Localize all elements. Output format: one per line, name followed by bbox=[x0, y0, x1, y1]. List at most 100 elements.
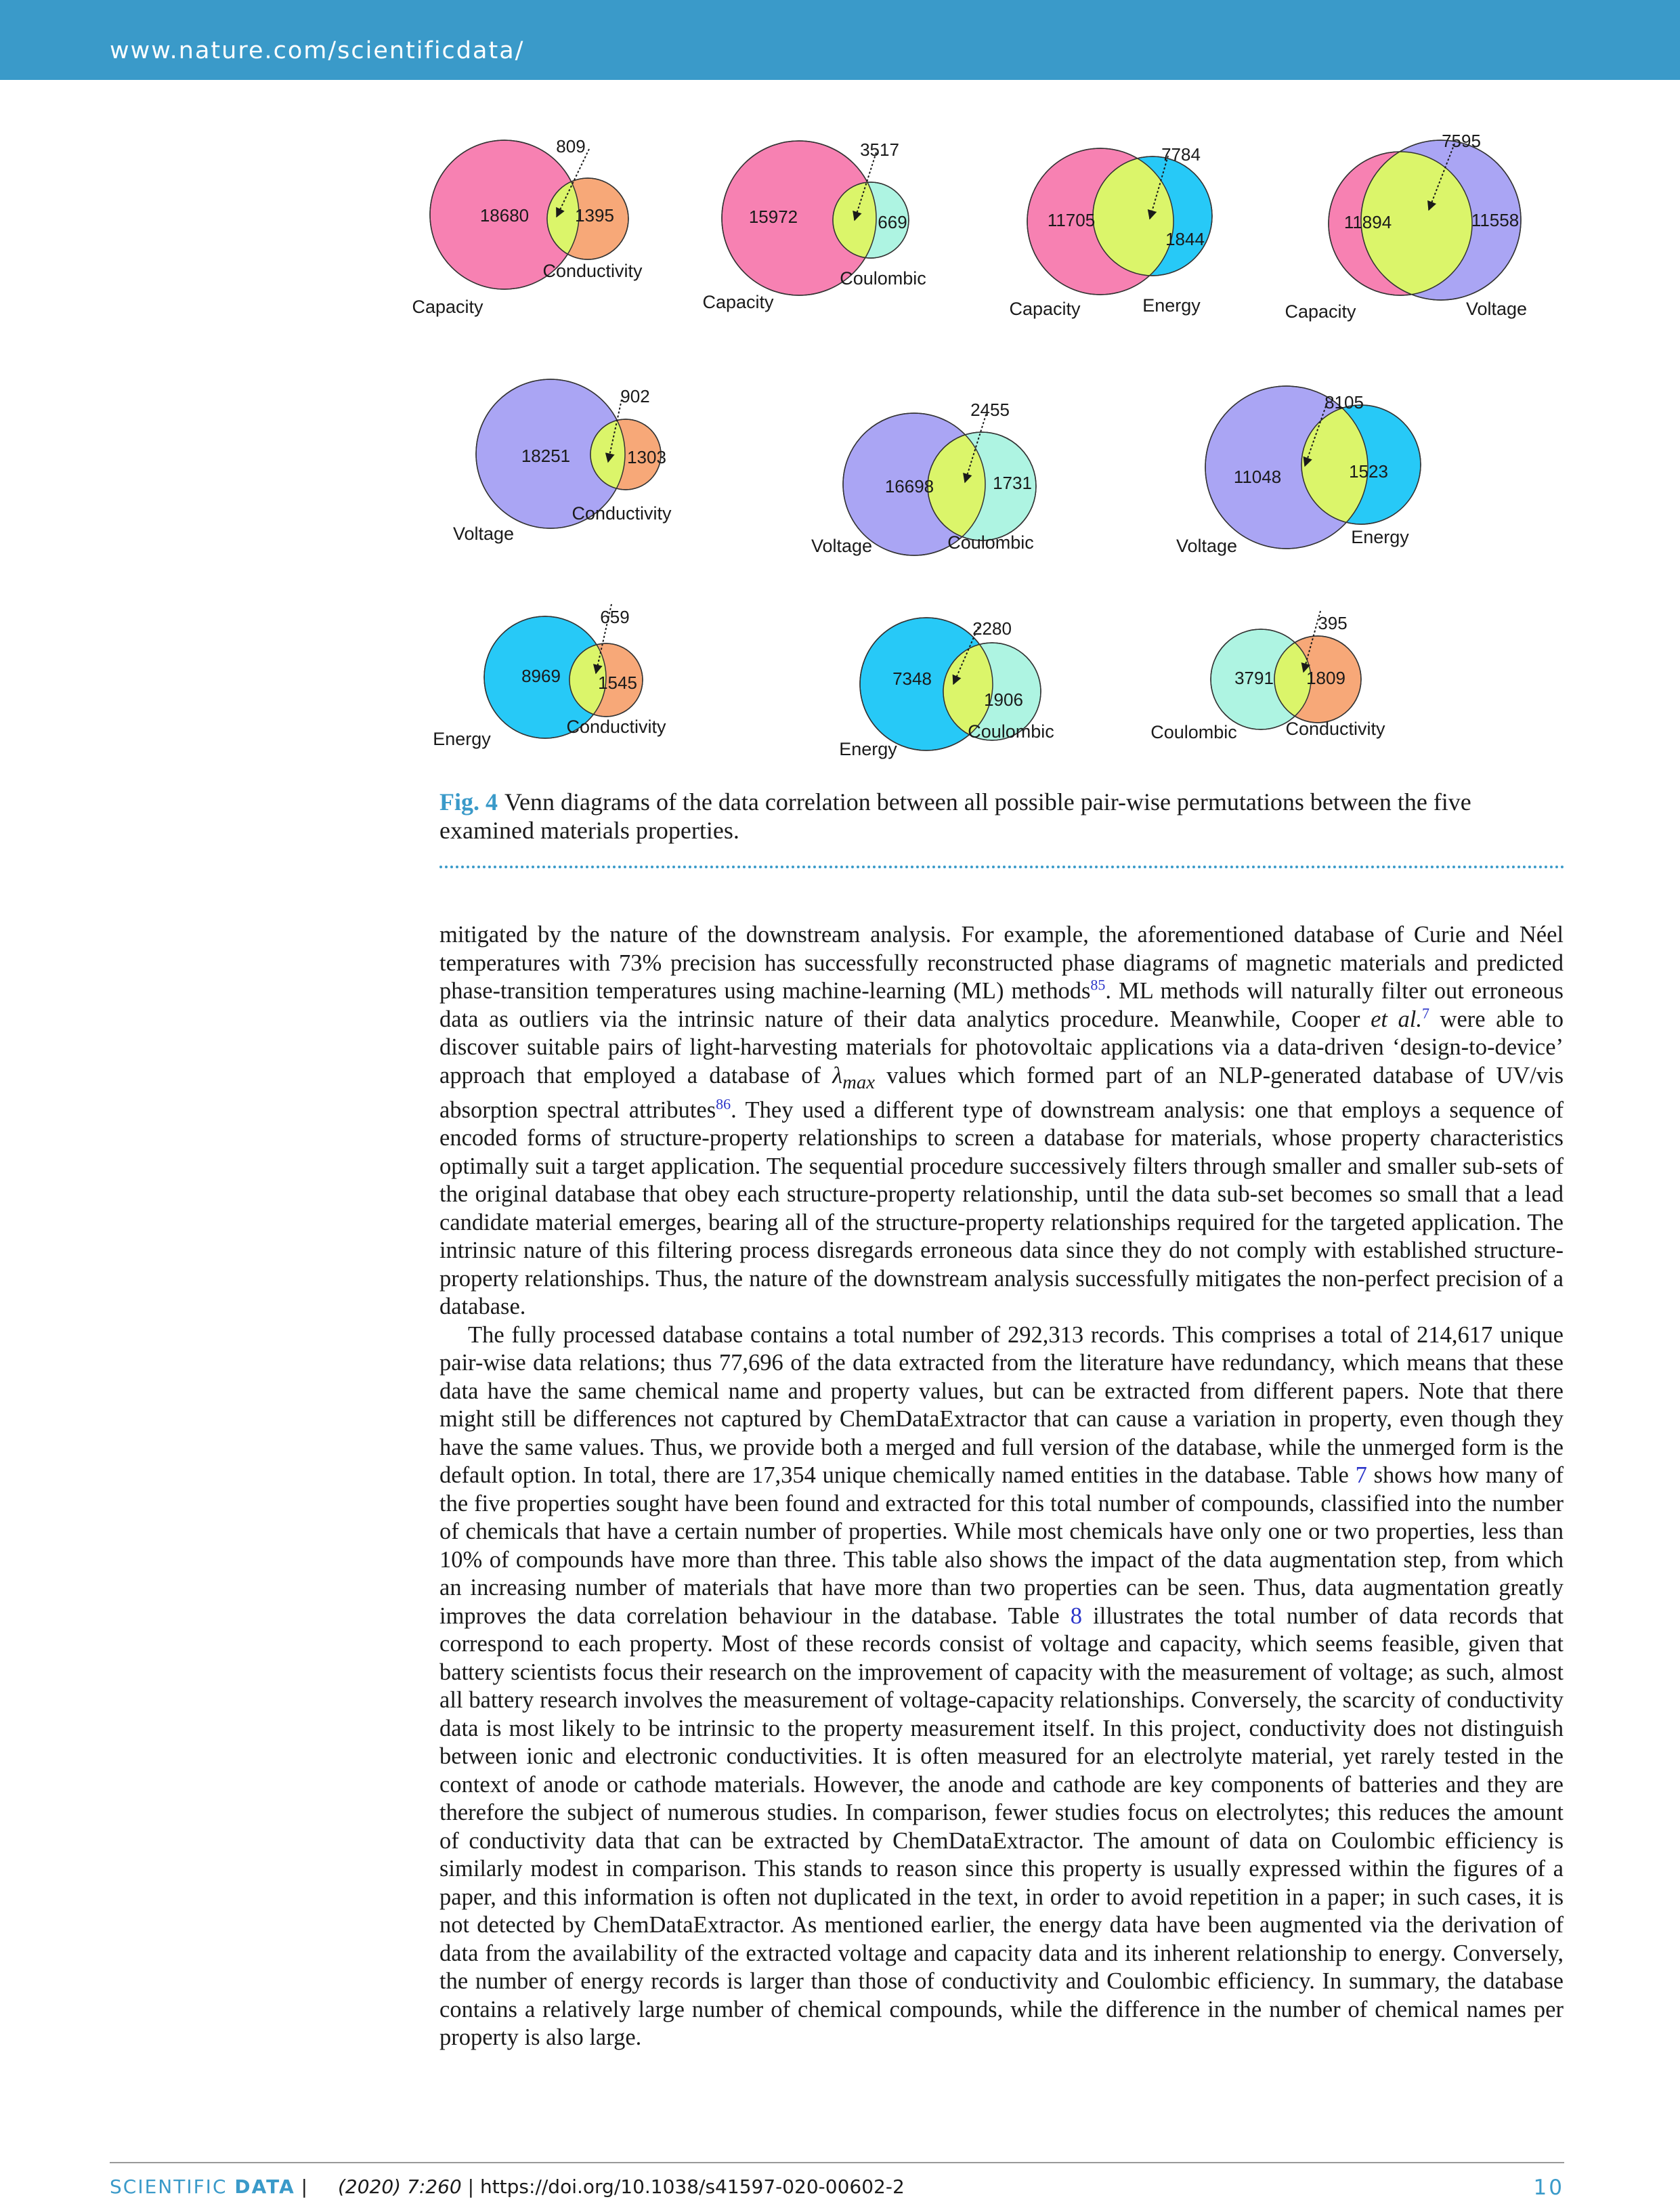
venn-diagram: 18680 1395 809 Capacity Conductivity bbox=[412, 136, 643, 317]
left-only-count: 15972 bbox=[749, 207, 798, 227]
venn-diagram: 18251 1303 902 Voltage Conductivity bbox=[453, 379, 672, 544]
right-set-label: Conductivity bbox=[572, 503, 672, 524]
paragraph-text: values which formed part of an NLP-gener… bbox=[439, 1062, 1564, 1123]
overlap-count: 2455 bbox=[970, 400, 1010, 420]
left-only-count: 11894 bbox=[1344, 212, 1392, 232]
overlap-arrow bbox=[556, 148, 590, 218]
figure-label: Fig. 4 bbox=[439, 788, 498, 815]
venn-left-outline bbox=[483, 616, 607, 739]
journal-name: SCIENTIFIC DATA bbox=[110, 2175, 295, 2198]
page-footer: SCIENTIFIC DATA | (2020) 7:260 | https:/… bbox=[110, 2175, 1564, 2203]
citation-text: (2020) 7:260 bbox=[338, 2175, 462, 2198]
journal-url-link[interactable]: www.nature.com/scientificdata/ bbox=[110, 37, 525, 64]
footer-separator: | bbox=[301, 2175, 308, 2198]
venn-right-outline bbox=[1360, 140, 1522, 301]
paragraph-text: . They used a different type of downstre… bbox=[439, 1097, 1564, 1320]
left-only-count: 11048 bbox=[1234, 467, 1281, 487]
left-only-count: 7348 bbox=[892, 668, 932, 689]
right-set-label: Coulombic bbox=[947, 532, 1034, 553]
venn-right-outline bbox=[546, 177, 629, 260]
journal-name-bold: DATA bbox=[234, 2175, 295, 2198]
venn-overlap-region bbox=[1274, 636, 1311, 723]
venn-right-outline bbox=[832, 182, 909, 259]
article-body: mitigated by the nature of the downstrea… bbox=[439, 921, 1564, 2052]
right-set-label: Voltage bbox=[1466, 299, 1527, 319]
left-set-label: Voltage bbox=[453, 524, 514, 544]
overlap-count: 3517 bbox=[860, 140, 899, 160]
right-set-label: Conductivity bbox=[1285, 719, 1385, 739]
left-only-count: 3791 bbox=[1234, 668, 1274, 688]
left-only-count: 16698 bbox=[885, 476, 934, 496]
left-only-count: 18251 bbox=[521, 446, 570, 466]
overlap-arrow bbox=[605, 399, 622, 463]
venn-overlap-region bbox=[1093, 156, 1173, 276]
left-set-label: Coulombic bbox=[1150, 722, 1237, 742]
right-only-count: 1844 bbox=[1165, 229, 1205, 249]
venn-diagram: 11048 1523 8105 Voltage Energy bbox=[1176, 385, 1421, 556]
overlap-count: 7784 bbox=[1161, 144, 1201, 165]
venn-left-outline bbox=[1205, 385, 1369, 549]
venn-right-outline bbox=[1274, 635, 1362, 723]
reference-link[interactable]: 85 bbox=[1090, 976, 1106, 994]
table-link[interactable]: 8 bbox=[1070, 1602, 1083, 1629]
right-only-count: 1523 bbox=[1349, 461, 1388, 482]
venn-left-outline bbox=[475, 379, 626, 529]
venn-diagram: 11705 1844 7784 Capacity Energy bbox=[1009, 144, 1213, 319]
venn-diagram: 3791 1809 395 Coulombic Conductivity bbox=[1150, 610, 1385, 742]
venn-left-outline bbox=[859, 617, 993, 751]
venn-overlap-region bbox=[928, 432, 985, 540]
right-set-label: Coulombic bbox=[968, 721, 1054, 742]
footer-rule bbox=[110, 2162, 1564, 2163]
paragraph-1: mitigated by the nature of the downstrea… bbox=[439, 921, 1564, 1321]
venn-left-outline bbox=[721, 140, 877, 296]
left-set-label: Energy bbox=[433, 729, 491, 749]
right-set-label: Conductivity bbox=[542, 261, 643, 281]
venn-left-outline bbox=[1027, 148, 1174, 295]
left-set-label: Capacity bbox=[412, 297, 483, 317]
journal-name-light: SCIENTIFIC bbox=[110, 2175, 228, 2198]
right-set-label: Coulombic bbox=[840, 268, 926, 289]
right-only-count: 1731 bbox=[993, 473, 1032, 493]
right-only-count: 1545 bbox=[598, 673, 637, 693]
overlap-arrow bbox=[1147, 155, 1169, 220]
overlap-count: 8105 bbox=[1324, 392, 1364, 412]
overlap-count: 902 bbox=[620, 386, 649, 406]
figure-caption: Fig. 4 Venn diagrams of the data correlat… bbox=[439, 788, 1564, 845]
paragraph-text: shows how many of the five properties so… bbox=[439, 1462, 1564, 1629]
overlap-arrow bbox=[1303, 402, 1328, 467]
doi-link[interactable]: | https://doi.org/10.1038/s41597-020-006… bbox=[467, 2175, 905, 2198]
left-set-label: Voltage bbox=[811, 536, 872, 556]
right-set-label: Energy bbox=[1351, 527, 1409, 547]
venn-right-outline bbox=[1092, 156, 1213, 276]
right-only-count: 1906 bbox=[984, 689, 1023, 710]
right-set-label: Energy bbox=[1142, 295, 1201, 316]
right-only-count: 1303 bbox=[627, 447, 666, 467]
overlap-count: 2280 bbox=[972, 618, 1012, 639]
left-set-label: Voltage bbox=[1176, 536, 1237, 556]
reference-link[interactable]: 86 bbox=[716, 1095, 731, 1113]
venn-right-outline bbox=[943, 642, 1041, 741]
venn-left-outline bbox=[429, 140, 580, 290]
venn-left-outline bbox=[1210, 629, 1312, 730]
table-link[interactable]: 7 bbox=[1355, 1462, 1367, 1489]
overlap-count: 659 bbox=[600, 607, 629, 627]
left-only-count: 8969 bbox=[521, 666, 561, 686]
left-set-label: Capacity bbox=[1009, 299, 1081, 319]
venn-right-outline bbox=[569, 643, 643, 717]
right-only-count: 11558 bbox=[1471, 210, 1519, 230]
reference-link[interactable]: 7 bbox=[1422, 1004, 1429, 1021]
paragraph-text: . ML methods will naturally filter out e… bbox=[439, 978, 1564, 1032]
right-only-count: 1395 bbox=[575, 205, 614, 226]
venn-left-outline bbox=[842, 412, 986, 556]
overlap-count: 7595 bbox=[1442, 131, 1481, 151]
header-banner: www.nature.com/scientificdata/ bbox=[0, 0, 1680, 80]
venn-diagram: 16698 1731 2455 Voltage Coulombic bbox=[811, 400, 1037, 556]
lambda-symbol: λ bbox=[832, 1062, 843, 1088]
venn-diagram: 8969 1545 659 Energy Conductivity bbox=[433, 603, 666, 749]
paragraph-text: The fully processed database contains a … bbox=[439, 1321, 1564, 1489]
venn-right-outline bbox=[1301, 404, 1421, 525]
paragraph-2: The fully processed database contains a … bbox=[439, 1321, 1564, 2052]
venn-diagram: 7348 1906 2280 Energy Coulombic bbox=[839, 617, 1054, 759]
overlap-arrow bbox=[963, 410, 988, 484]
left-only-count: 11705 bbox=[1048, 210, 1095, 230]
